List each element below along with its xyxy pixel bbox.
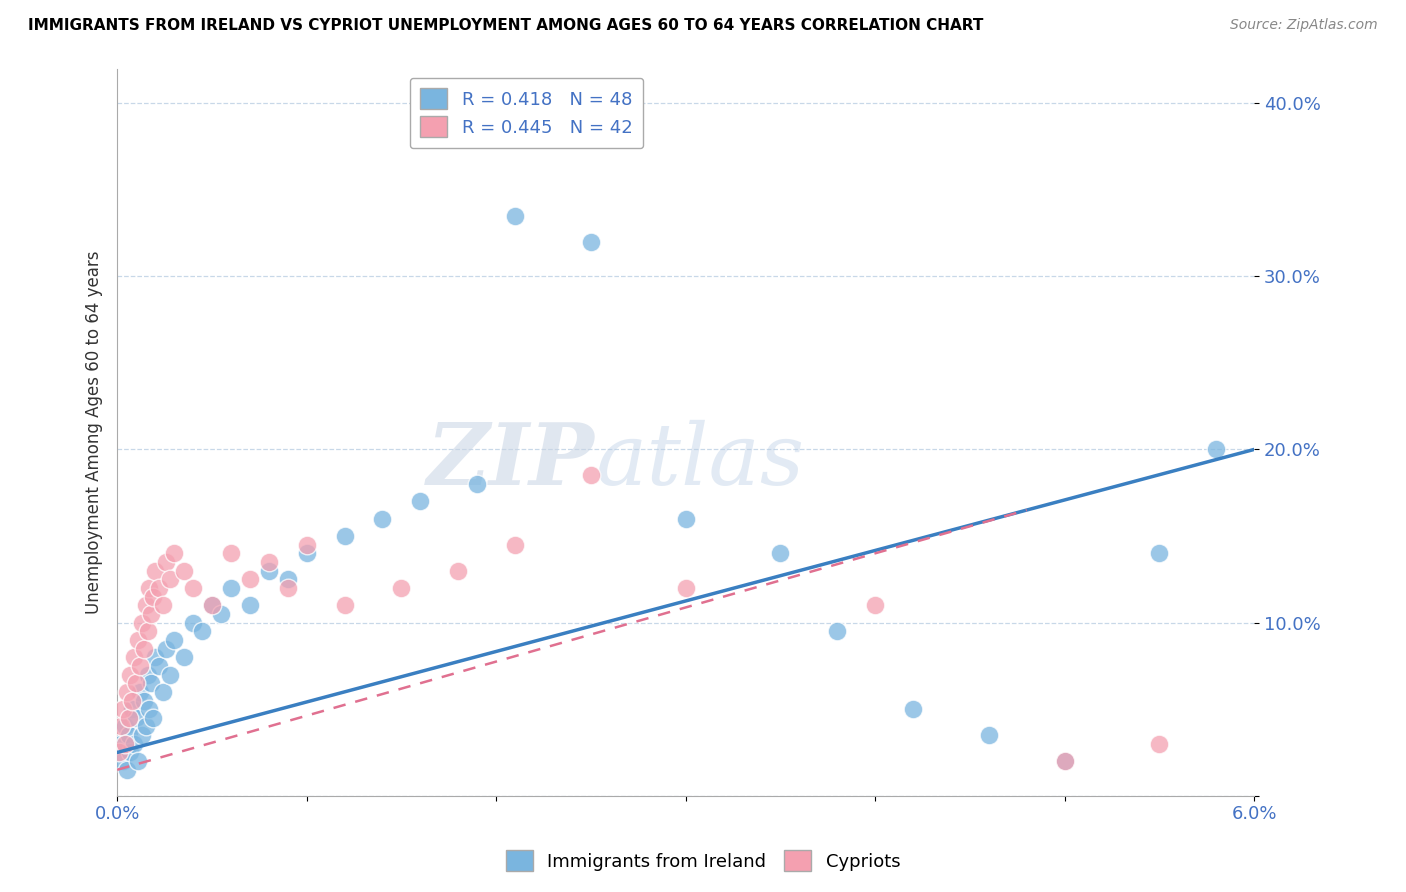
Point (1149, 546, 1171, 560)
Point (159, 572, 181, 586)
Point (120, 746, 142, 760)
Point (121, 702, 143, 716)
Point (977, 728, 1000, 742)
Point (1149, 737, 1171, 751)
Point (148, 659, 170, 673)
Point (115, 763, 138, 777)
Point (1205, 442, 1227, 457)
Point (295, 546, 318, 560)
Point (117, 711, 139, 725)
Point (209, 607, 232, 621)
Point (114, 719, 136, 733)
Point (181, 581, 204, 595)
Point (503, 538, 526, 552)
Point (138, 702, 160, 716)
Point (447, 564, 470, 578)
Point (277, 572, 299, 586)
Point (155, 641, 177, 656)
Point (163, 632, 186, 647)
Point (295, 538, 318, 552)
Point (141, 676, 163, 690)
Point (136, 624, 159, 639)
Point (132, 641, 155, 656)
Point (675, 512, 697, 526)
Point (143, 650, 166, 665)
Point (143, 564, 166, 578)
Point (191, 624, 214, 639)
Point (131, 728, 153, 742)
Text: IMMIGRANTS FROM IRELAND VS CYPRIOT UNEMPLOYMENT AMONG AGES 60 TO 64 YEARS CORREL: IMMIGRANTS FROM IRELAND VS CYPRIOT UNEMP… (28, 18, 983, 33)
Point (117, 728, 139, 742)
Point (142, 590, 165, 604)
Point (503, 209, 526, 223)
Point (201, 599, 224, 613)
Point (125, 676, 148, 690)
Point (391, 581, 413, 595)
Y-axis label: Unemployment Among Ages 60 to 64 years: Unemployment Among Ages 60 to 64 years (86, 251, 103, 614)
Point (120, 667, 142, 681)
Text: ZIP: ZIP (427, 419, 595, 503)
Point (135, 719, 157, 733)
Point (110, 737, 132, 751)
Point (121, 693, 143, 707)
Point (122, 737, 145, 751)
Point (110, 719, 132, 733)
Point (579, 468, 602, 483)
Point (239, 599, 262, 613)
Point (111, 702, 134, 716)
Text: atlas: atlas (595, 420, 804, 502)
Point (1053, 754, 1076, 768)
Point (173, 564, 195, 578)
Point (181, 615, 204, 630)
Point (257, 555, 280, 569)
Point (141, 607, 163, 621)
Point (219, 581, 242, 595)
Point (138, 581, 160, 595)
Legend: Immigrants from Ireland, Cypriots: Immigrants from Ireland, Cypriots (498, 843, 908, 879)
Point (136, 667, 159, 681)
Point (152, 685, 174, 699)
Point (148, 581, 170, 595)
Legend: R = 0.418   N = 48, R = 0.445   N = 42: R = 0.418 N = 48, R = 0.445 N = 42 (409, 78, 644, 148)
Point (333, 529, 356, 543)
Point (115, 685, 138, 699)
Point (257, 564, 280, 578)
Point (163, 546, 186, 560)
Point (127, 632, 149, 647)
Point (825, 624, 848, 639)
Point (155, 555, 177, 569)
Point (409, 494, 432, 508)
Text: Source: ZipAtlas.com: Source: ZipAtlas.com (1230, 18, 1378, 32)
Point (371, 512, 394, 526)
Point (1053, 754, 1076, 768)
Point (132, 693, 155, 707)
Point (201, 599, 224, 613)
Point (129, 685, 152, 699)
Point (125, 711, 148, 725)
Point (122, 650, 145, 665)
Point (675, 581, 697, 595)
Point (142, 711, 165, 725)
Point (159, 667, 181, 681)
Point (135, 599, 157, 613)
Point (277, 581, 299, 595)
Point (219, 546, 242, 560)
Point (579, 235, 602, 249)
Point (863, 599, 886, 613)
Point (239, 572, 262, 586)
Point (465, 477, 488, 491)
Point (114, 737, 136, 751)
Point (769, 546, 792, 560)
Point (108, 746, 131, 760)
Point (152, 599, 174, 613)
Point (129, 659, 152, 673)
Point (111, 754, 134, 768)
Point (333, 599, 356, 613)
Point (127, 754, 149, 768)
Point (901, 702, 924, 716)
Point (173, 650, 195, 665)
Point (131, 615, 153, 630)
